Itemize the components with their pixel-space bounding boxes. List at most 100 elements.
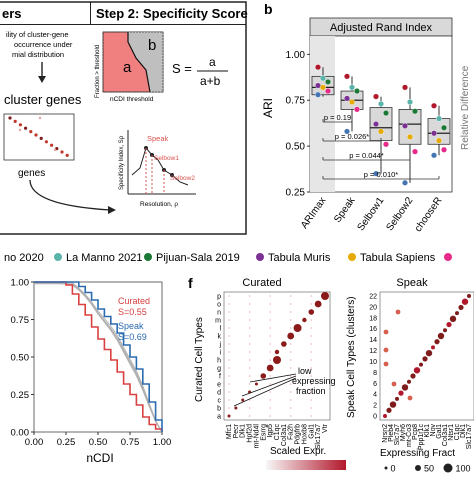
left-dot-faint <box>289 391 292 393</box>
right-dot <box>449 315 457 323</box>
box-point <box>411 108 418 115</box>
right-dot <box>410 373 416 379</box>
left-dot <box>281 341 287 347</box>
left-dot-faint <box>269 407 271 409</box>
formula-den: a+b <box>200 74 221 88</box>
left-dot <box>302 317 307 323</box>
left-gene-label: C1qc <box>274 424 281 441</box>
box-y-axis: Fraction > threshold <box>95 45 101 98</box>
right-dot <box>413 367 421 374</box>
left-ytick-label: k <box>218 334 222 341</box>
left-dot-faint <box>248 327 251 329</box>
left-dot <box>266 364 274 372</box>
line-xtick-label: 0.00 <box>25 437 44 448</box>
mini-plot <box>127 130 196 195</box>
size-legend-label: 100 <box>456 464 471 474</box>
left-dot-faint <box>269 319 271 321</box>
formula-lhs: S = <box>172 61 192 76</box>
left-dot-faint <box>248 319 251 321</box>
right-gene-label: Nrsn2 <box>382 424 389 443</box>
legend-svg: no 2020 La Manno 2021 Pijuan-Sala 2019 Tabu… <box>4 252 452 264</box>
left-dot-faint <box>228 407 230 409</box>
left-dot <box>287 332 295 340</box>
left-dot-faint <box>289 367 292 369</box>
right-dot <box>422 356 428 362</box>
right-dot <box>437 332 445 340</box>
left-dot-faint <box>228 391 230 393</box>
matrix-dot <box>34 133 38 137</box>
line-xtick-label: 0.75 <box>121 437 140 448</box>
left-ytick-label: a <box>217 414 221 421</box>
box-xtick-label: chooseR <box>413 195 445 234</box>
right-dot <box>443 328 447 333</box>
left-dot <box>227 414 231 418</box>
size-legend-dot <box>443 463 453 473</box>
left-dot-faint <box>248 415 251 417</box>
size-legend-dot <box>384 466 388 470</box>
left-dot-faint <box>228 319 230 321</box>
left-dot-faint <box>248 367 251 369</box>
header-left: ers <box>2 6 22 21</box>
size-legend-dot <box>415 465 421 471</box>
left-dot-faint <box>269 391 271 393</box>
left-dot-faint <box>269 311 271 313</box>
legend-swatch <box>54 253 62 261</box>
left-dot-faint <box>228 343 230 345</box>
right-ylabel: Speak Cell Types (clusters) <box>346 296 357 418</box>
left-dot-faint <box>269 399 271 401</box>
left-dot-faint <box>269 351 271 353</box>
left-dot-faint <box>269 359 271 361</box>
box-b-label: b <box>148 37 156 54</box>
box-point <box>343 128 350 135</box>
right-dot <box>434 339 440 345</box>
right-gene-label: C1qc <box>454 424 461 441</box>
left-ytick-label: l <box>219 326 221 333</box>
left-dot-faint <box>310 383 313 385</box>
left-dot-faint <box>310 343 313 345</box>
left-ytick-label: c <box>218 398 222 405</box>
right-ytick-label: 6 <box>373 381 377 388</box>
right-gene-label: Col3a1 <box>442 424 449 446</box>
box-point <box>377 128 384 135</box>
matrix-dot <box>13 119 17 123</box>
box-point <box>343 95 350 102</box>
mini-x-axis: Resolution, ρ <box>140 201 178 208</box>
line-ytick-label: 0.00 <box>11 428 30 439</box>
box-point <box>348 99 355 106</box>
legend-label: no 2020 <box>4 252 44 264</box>
right-ytick-label: 0 <box>373 414 377 421</box>
right-dot <box>431 345 435 350</box>
box-point <box>401 179 408 186</box>
left-dot-faint <box>310 319 313 321</box>
scaled-expr-bar <box>266 460 346 470</box>
right-gene-label: Pcp8 <box>412 424 419 440</box>
left-gene-label: Pecr <box>233 423 240 438</box>
left-gene-label: mt-Nd4l <box>253 424 260 449</box>
left-dot-faint <box>248 399 251 401</box>
left-dot <box>293 324 302 332</box>
background-curve <box>34 283 163 433</box>
box-point <box>411 148 418 155</box>
matrix-dot <box>24 126 28 130</box>
matrix-dot <box>44 140 49 144</box>
left-gene-label: Col3a1 <box>281 424 288 446</box>
left-gene-label: Dlk1 <box>240 424 247 438</box>
left-dot-faint <box>289 327 292 329</box>
pval-label: p = 0.010* <box>364 170 398 179</box>
left-gene-label: Pdgfrb <box>295 424 302 445</box>
box-point <box>406 99 413 106</box>
curated-label: Curated <box>118 296 150 306</box>
right-dot-offdiag <box>383 329 389 335</box>
matrix-dot <box>29 130 33 134</box>
matrix-dot <box>18 128 22 132</box>
box-point <box>348 84 355 91</box>
matrix-dot <box>60 150 64 154</box>
right-cut-label: Relative Difference <box>460 65 471 150</box>
left-dot-faint <box>310 391 313 393</box>
right-dot <box>467 294 471 298</box>
left-dot-faint <box>269 303 271 305</box>
box-point <box>430 130 437 137</box>
right-dot <box>386 407 392 413</box>
left-dot-faint <box>269 383 271 385</box>
s-peak-label: Speak <box>147 134 169 143</box>
